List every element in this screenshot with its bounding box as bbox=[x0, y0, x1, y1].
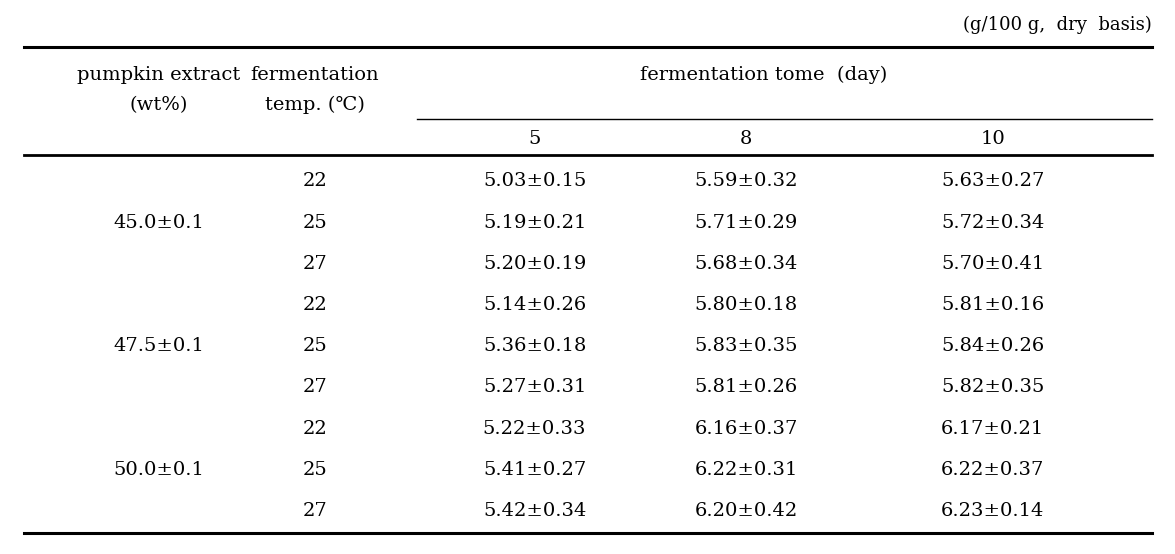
Text: 27: 27 bbox=[302, 502, 328, 520]
Text: 5.36±0.18: 5.36±0.18 bbox=[483, 337, 586, 355]
Text: 5.68±0.34: 5.68±0.34 bbox=[694, 255, 798, 273]
Text: 45.0±0.1: 45.0±0.1 bbox=[113, 213, 204, 232]
Text: 6.22±0.31: 6.22±0.31 bbox=[694, 461, 798, 479]
Text: 22: 22 bbox=[302, 420, 328, 438]
Text: fermentation tome  (day): fermentation tome (day) bbox=[640, 66, 887, 84]
Text: 47.5±0.1: 47.5±0.1 bbox=[113, 337, 204, 355]
Text: 25: 25 bbox=[302, 213, 328, 232]
Text: 5.72±0.34: 5.72±0.34 bbox=[941, 213, 1045, 232]
Text: 5.14±0.26: 5.14±0.26 bbox=[483, 296, 586, 314]
Text: (g/100 g,  dry  basis): (g/100 g, dry basis) bbox=[962, 16, 1152, 34]
Text: 22: 22 bbox=[302, 296, 328, 314]
Text: (wt%): (wt%) bbox=[129, 96, 188, 114]
Text: 6.23±0.14: 6.23±0.14 bbox=[941, 502, 1045, 520]
Text: 5.63±0.27: 5.63±0.27 bbox=[941, 172, 1045, 190]
Text: 5.81±0.26: 5.81±0.26 bbox=[694, 378, 798, 397]
Text: 5.83±0.35: 5.83±0.35 bbox=[694, 337, 798, 355]
Text: 5.71±0.29: 5.71±0.29 bbox=[694, 213, 798, 232]
Text: 5.82±0.35: 5.82±0.35 bbox=[941, 378, 1045, 397]
Text: 5.81±0.16: 5.81±0.16 bbox=[941, 296, 1045, 314]
Text: 6.17±0.21: 6.17±0.21 bbox=[941, 420, 1045, 438]
Text: 27: 27 bbox=[302, 378, 328, 397]
Text: temp. (℃): temp. (℃) bbox=[266, 96, 365, 114]
Text: 5.20±0.19: 5.20±0.19 bbox=[483, 255, 586, 273]
Text: 5.27±0.31: 5.27±0.31 bbox=[483, 378, 586, 397]
Text: 5.84±0.26: 5.84±0.26 bbox=[941, 337, 1045, 355]
Text: 50.0±0.1: 50.0±0.1 bbox=[113, 461, 204, 479]
Text: 22: 22 bbox=[302, 172, 328, 190]
Text: 5.59±0.32: 5.59±0.32 bbox=[694, 172, 798, 190]
Text: 5.70±0.41: 5.70±0.41 bbox=[941, 255, 1045, 273]
Text: 5.41±0.27: 5.41±0.27 bbox=[483, 461, 586, 479]
Text: 27: 27 bbox=[302, 255, 328, 273]
Text: fermentation: fermentation bbox=[250, 66, 380, 84]
Text: 6.16±0.37: 6.16±0.37 bbox=[694, 420, 798, 438]
Text: 25: 25 bbox=[302, 337, 328, 355]
Text: 5.03±0.15: 5.03±0.15 bbox=[483, 172, 586, 190]
Text: 6.22±0.37: 6.22±0.37 bbox=[941, 461, 1045, 479]
Text: 25: 25 bbox=[302, 461, 328, 479]
Text: 5.80±0.18: 5.80±0.18 bbox=[694, 296, 798, 314]
Text: 5: 5 bbox=[529, 130, 540, 147]
Text: pumpkin extract: pumpkin extract bbox=[78, 66, 240, 84]
Text: 5.42±0.34: 5.42±0.34 bbox=[483, 502, 586, 520]
Text: 5.22±0.33: 5.22±0.33 bbox=[483, 420, 586, 438]
Text: 10: 10 bbox=[980, 130, 1006, 147]
Text: 8: 8 bbox=[740, 130, 752, 147]
Text: 5.19±0.21: 5.19±0.21 bbox=[483, 213, 586, 232]
Text: 6.20±0.42: 6.20±0.42 bbox=[694, 502, 798, 520]
